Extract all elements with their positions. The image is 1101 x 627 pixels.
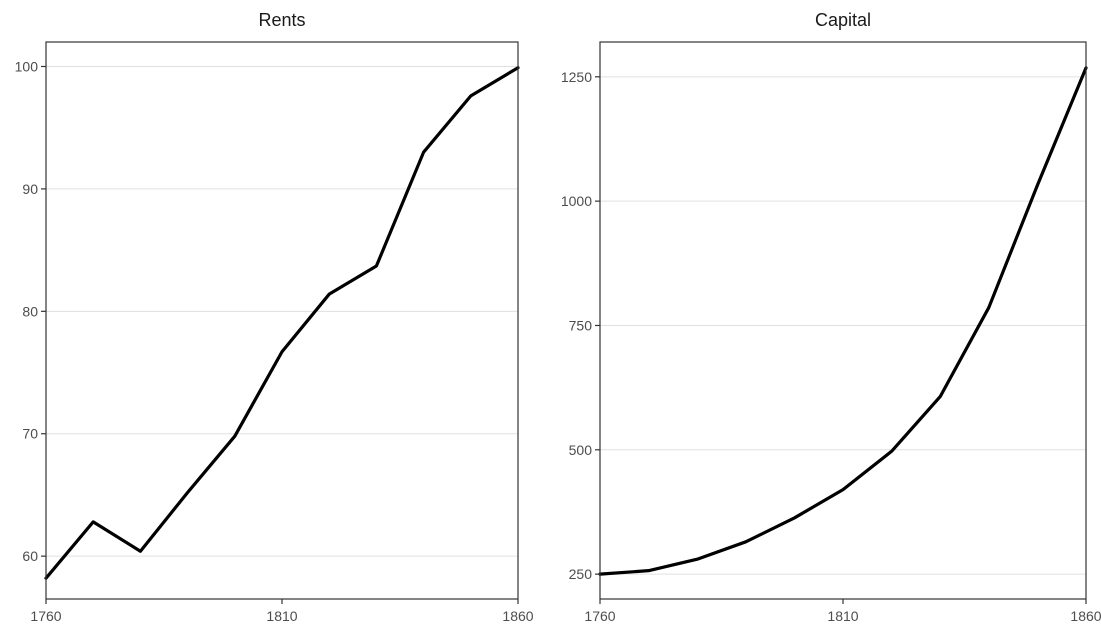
capital-x-tick-label: 1760	[584, 608, 615, 624]
capital-panel: 250 500 750 1000 1250 1760 1810 1860 Capital	[561, 10, 1101, 624]
rents-series-line	[44, 66, 520, 580]
capital-title: Capital	[815, 10, 871, 30]
rents-x-tick-label: 1760	[30, 608, 61, 624]
capital-x-tick-label: 1860	[1070, 608, 1101, 624]
capital-x-tick-label: 1810	[827, 608, 858, 624]
rents-y-tick-label: 80	[22, 303, 38, 319]
rents-y-tick-label: 70	[22, 426, 38, 442]
capital-y-tick-label: 1000	[561, 193, 592, 209]
rents-y-tick-label: 100	[15, 58, 39, 74]
capital-y-tick-label: 250	[569, 566, 593, 582]
capital-y-tick-label: 750	[569, 317, 593, 333]
capital-plot-frame	[599, 41, 1087, 600]
rents-panel: 60 70 80 90 100 1760 1810 1860 Rents	[15, 10, 534, 624]
rents-y-tick-label: 90	[22, 181, 38, 197]
rents-title: Rents	[258, 10, 305, 30]
rents-x-tick-label: 1810	[266, 608, 297, 624]
rents-x-tick-label: 1860	[502, 608, 533, 624]
capital-y-tick-label: 1250	[561, 69, 592, 85]
capital-y-tick-label: 500	[569, 442, 593, 458]
capital-series-line	[598, 66, 1088, 576]
rents-y-tick-label: 60	[22, 548, 38, 564]
